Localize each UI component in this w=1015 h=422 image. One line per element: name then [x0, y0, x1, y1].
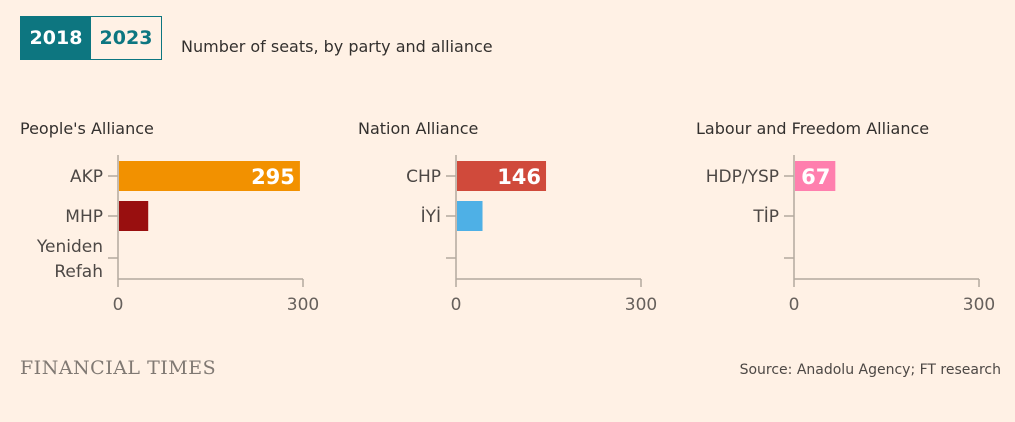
- bar-akp: [119, 161, 300, 191]
- bar-mhp: [119, 201, 149, 231]
- x-tick-label: 300: [287, 295, 319, 315]
- category-label: İYİ: [421, 206, 441, 227]
- x-tick-label: 300: [963, 295, 995, 315]
- data-label: 146: [497, 165, 541, 189]
- category-label: HDP/YSP: [706, 167, 779, 187]
- data-label: 295: [251, 165, 295, 189]
- x-tick-label: 0: [789, 295, 800, 315]
- tab-2018[interactable]: 2018: [21, 17, 91, 59]
- bar-i-yi-: [457, 201, 483, 231]
- year-toggle: 2018 2023: [20, 16, 162, 60]
- category-label: AKP: [70, 167, 103, 187]
- category-label: Yeniden: [36, 237, 103, 257]
- x-tick-label: 300: [625, 295, 657, 315]
- ft-logo: FINANCIAL TIMES: [20, 357, 217, 379]
- category-label: MHP: [65, 207, 103, 227]
- data-label: 67: [801, 165, 830, 189]
- panel-title-peoples-alliance: People's Alliance: [20, 119, 154, 138]
- panel-title-nation-alliance: Nation Alliance: [358, 119, 479, 138]
- bar-chp: [457, 161, 547, 191]
- tab-2023[interactable]: 2023: [91, 17, 161, 59]
- category-label: Refah: [54, 262, 103, 282]
- x-tick-label: 0: [113, 295, 124, 315]
- source-note: Source: Anadolu Agency; FT research: [739, 362, 1001, 378]
- bar-hdp-ysp: [795, 161, 836, 191]
- x-tick-label: 0: [451, 295, 462, 315]
- category-label: TİP: [752, 206, 779, 227]
- category-label: CHP: [406, 167, 441, 187]
- panel-title-labour-freedom-alliance: Labour and Freedom Alliance: [696, 119, 930, 138]
- chart-subtitle: Number of seats, by party and alliance: [181, 37, 493, 56]
